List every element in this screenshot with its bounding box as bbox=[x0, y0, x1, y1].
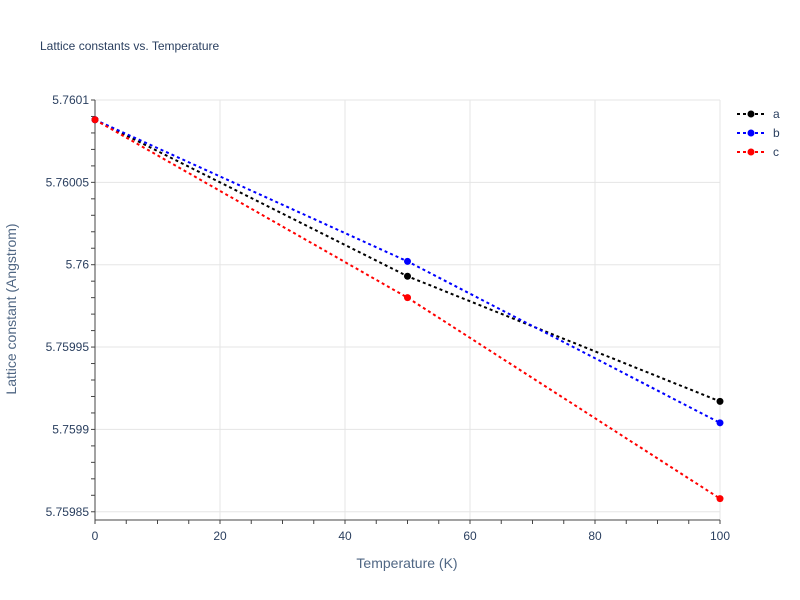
legend-marker-c bbox=[747, 148, 755, 156]
y-axis-label: Lattice constant (Angstrom) bbox=[3, 223, 19, 394]
legend[interactable]: abc bbox=[737, 107, 780, 159]
legend-item-c[interactable]: c bbox=[737, 145, 779, 159]
y-axis-ticks: 5.75985 5.7599 5.75995 5.76 5.76005 5.7601 bbox=[46, 93, 90, 519]
y-tick-label: 5.76005 bbox=[46, 175, 90, 189]
x-axis-label: Temperature (K) bbox=[356, 555, 457, 571]
x-tick-label: 80 bbox=[588, 529, 602, 543]
x-tick-label: 0 bbox=[92, 529, 99, 543]
legend-label-b: b bbox=[773, 126, 780, 140]
grid bbox=[94, 99, 721, 520]
x-axis-ticks: 0 20 40 60 80 100 bbox=[92, 529, 731, 543]
data-point-c bbox=[91, 116, 99, 124]
data-point-a bbox=[404, 272, 411, 280]
data-point-b bbox=[716, 419, 724, 427]
legend-label-a: a bbox=[773, 107, 780, 121]
x-tick-label: 20 bbox=[213, 529, 227, 543]
y-tick-label: 5.76 bbox=[66, 258, 90, 272]
data-point-b bbox=[404, 257, 411, 265]
y-tick-label: 5.75985 bbox=[46, 505, 90, 519]
x-tick-label: 60 bbox=[463, 529, 477, 543]
legend-label-c: c bbox=[773, 145, 779, 159]
chart-title: Lattice constants vs. Temperature bbox=[40, 39, 220, 53]
data-point-c bbox=[716, 495, 724, 503]
data-point-c bbox=[404, 294, 411, 302]
y-tick-label: 5.7601 bbox=[52, 93, 89, 107]
series-line-b bbox=[94, 118, 721, 424]
data-point-a bbox=[716, 397, 724, 405]
axes bbox=[91, 99, 721, 524]
y-tick-label: 5.7599 bbox=[52, 422, 89, 436]
series-line-c bbox=[94, 118, 721, 500]
x-tick-label: 40 bbox=[338, 529, 352, 543]
series-group bbox=[91, 116, 724, 503]
legend-marker-a bbox=[747, 110, 755, 118]
legend-item-a[interactable]: a bbox=[737, 107, 780, 121]
x-tick-label: 100 bbox=[710, 529, 730, 543]
y-tick-label: 5.75995 bbox=[46, 340, 90, 354]
legend-marker-b bbox=[747, 129, 755, 137]
legend-item-b[interactable]: b bbox=[737, 126, 780, 140]
